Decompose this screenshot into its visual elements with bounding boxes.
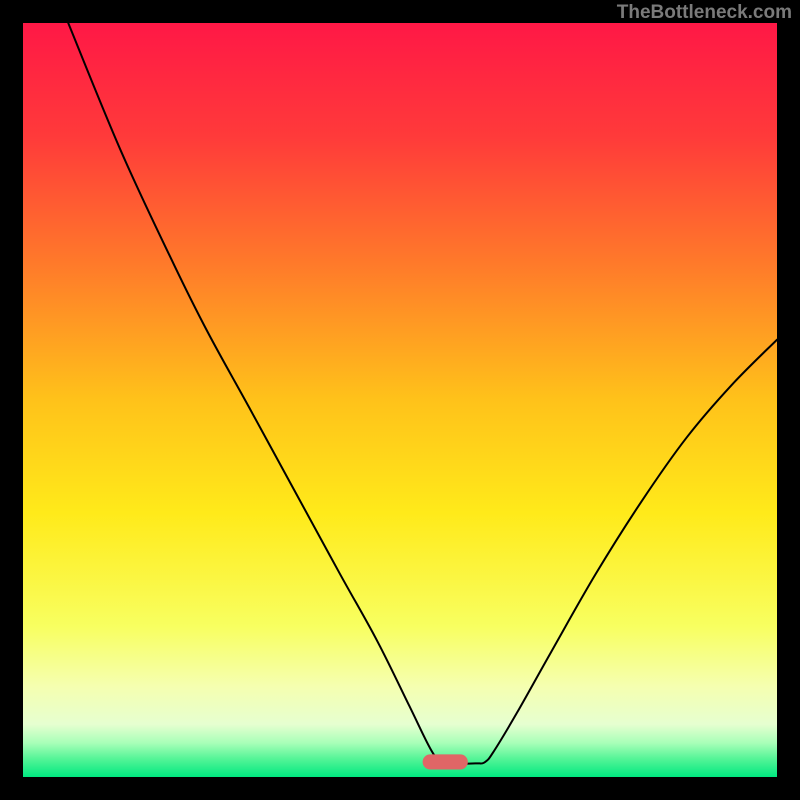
- chart-frame: TheBottleneck.com: [0, 0, 800, 800]
- bottleneck-chart: [0, 0, 800, 800]
- chart-background: [23, 23, 777, 777]
- optimal-marker: [423, 754, 468, 769]
